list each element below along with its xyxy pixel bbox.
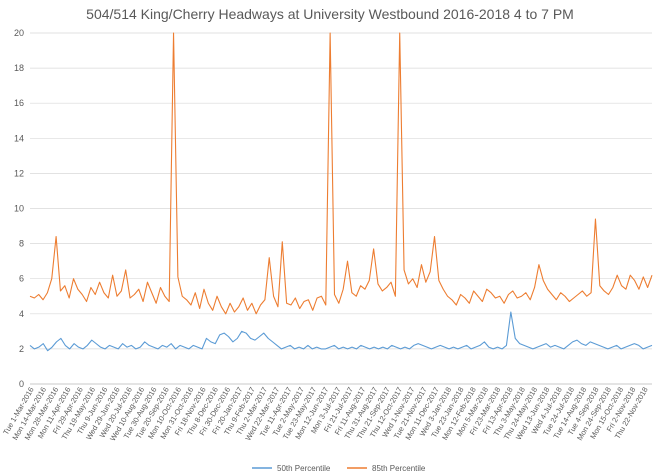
y-tick-label: 20 xyxy=(14,28,24,38)
y-tick-label: 12 xyxy=(14,168,24,178)
legend-label: 85th Percentile xyxy=(372,464,426,473)
series-line-50th xyxy=(29,311,653,352)
y-tick-label: 0 xyxy=(19,379,24,389)
legend: 50th Percentile 85th Percentile xyxy=(252,464,426,473)
y-tick-label: 8 xyxy=(19,239,24,249)
series-layer xyxy=(29,32,653,352)
y-tick-label: 14 xyxy=(14,133,24,143)
y-tick-label: 2 xyxy=(19,344,24,354)
chart-title: 504/514 King/Cherry Headways at Universi… xyxy=(86,6,574,22)
y-tick-label: 4 xyxy=(19,309,24,319)
y-tick-label: 6 xyxy=(19,274,24,284)
legend-label: 50th Percentile xyxy=(277,464,331,473)
y-tick-label: 16 xyxy=(14,98,24,108)
y-tick-label: 10 xyxy=(14,204,24,214)
grid-layer xyxy=(30,32,652,385)
series-line-85th xyxy=(29,32,653,315)
y-tick-label: 18 xyxy=(14,63,24,73)
y-axis: 0 2 4 6 8 10 12 14 16 18 20 xyxy=(14,28,24,389)
